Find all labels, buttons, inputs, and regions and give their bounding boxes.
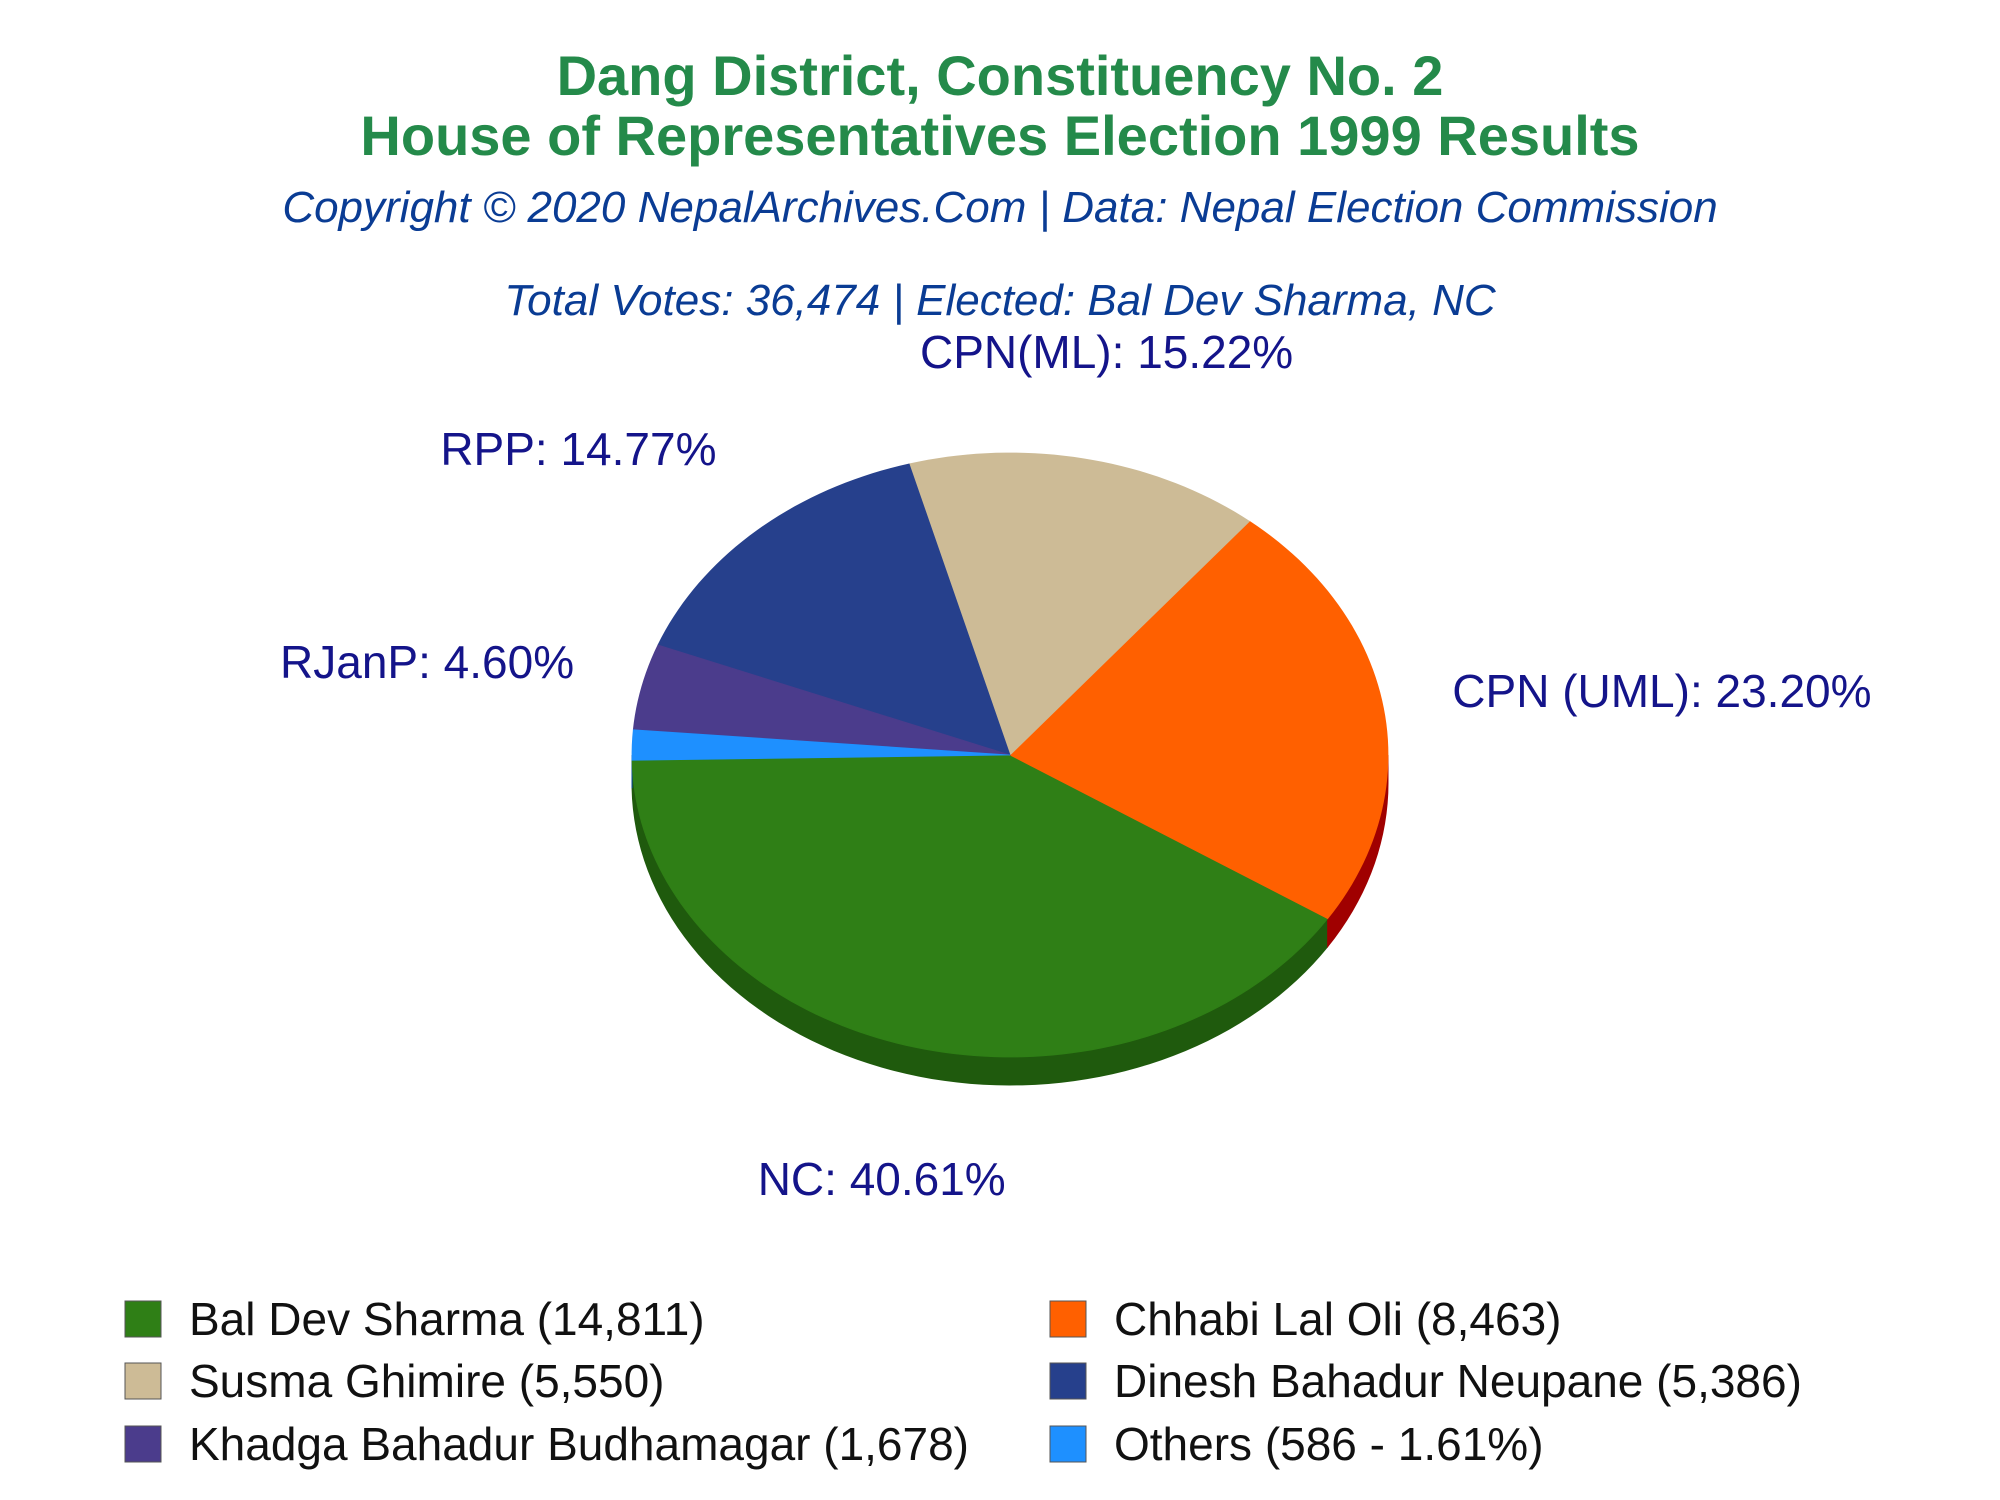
legend-swatch	[1049, 1300, 1087, 1338]
pie-slices	[631, 452, 1389, 1058]
legend: Bal Dev Sharma (14,811) Chhabi Lal Oli (8…	[124, 1293, 1802, 1470]
pie-slice-others	[631, 729, 1011, 761]
legend-swatch	[124, 1300, 162, 1338]
slice-label-rjanp: RJanP: 4.60%	[280, 636, 574, 688]
legend-label: Susma Ghimire (5,550)	[189, 1355, 665, 1407]
legend-item: Bal Dev Sharma (14,811)	[124, 1293, 705, 1345]
legend-item: Khadga Bahadur Budhamagar (1,678)	[124, 1418, 969, 1470]
chart-title-line2: House of Representatives Election 1999 R…	[360, 104, 1639, 167]
legend-label: Chhabi Lal Oli (8,463)	[1114, 1293, 1561, 1345]
summary-text: Total Votes: 36,474 | Elected: Bal Dev S…	[504, 276, 1497, 325]
slice-label-cpn-uml: CPN (UML): 23.20%	[1452, 665, 1871, 717]
pie-slice-rjanp	[632, 644, 1011, 756]
pie-slice-rpp	[657, 463, 1011, 756]
legend-item: Chhabi Lal Oli (8,463)	[1049, 1293, 1561, 1345]
legend-label: Others (586 - 1.61%)	[1114, 1418, 1544, 1470]
copyright-text: Copyright © 2020 NepalArchives.Com | Dat…	[282, 183, 1717, 232]
legend-item: Dinesh Bahadur Neupane (5,386)	[1049, 1355, 1802, 1407]
slice-label-nc: NC: 40.61%	[758, 1153, 1006, 1205]
legend-swatch	[124, 1362, 162, 1400]
pie-slice-cpn-uml	[1009, 520, 1389, 920]
legend-label: Khadga Bahadur Budhamagar (1,678)	[189, 1418, 969, 1470]
slice-label-cpn-ml: CPN(ML): 15.22%	[920, 326, 1293, 378]
legend-item: Others (586 - 1.61%)	[1049, 1418, 1544, 1470]
pie-slice-nc	[631, 754, 1329, 1058]
pie-slice-cpn-ml	[908, 452, 1251, 756]
legend-item: Susma Ghimire (5,550)	[124, 1355, 665, 1407]
legend-swatch	[1049, 1362, 1087, 1400]
slice-label-rpp: RPP: 14.77%	[440, 423, 716, 475]
slice-labels: NC: 40.61% CPN (UML): 23.20% CPN(ML): 15.2…	[280, 326, 1871, 1205]
legend-swatch	[1049, 1425, 1087, 1463]
legend-swatch	[124, 1425, 162, 1463]
legend-label: Dinesh Bahadur Neupane (5,386)	[1114, 1355, 1802, 1407]
legend-label: Bal Dev Sharma (14,811)	[189, 1293, 705, 1345]
chart-title-line1: Dang District, Constituency No. 2	[557, 44, 1444, 107]
